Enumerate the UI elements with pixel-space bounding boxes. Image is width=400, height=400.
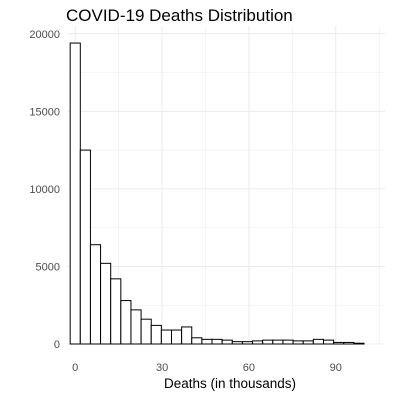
y-tick-label: 0 (54, 339, 60, 351)
histogram-bar (181, 326, 193, 345)
histogram-bar (312, 338, 324, 345)
histogram-bar (211, 338, 223, 345)
histogram-bar (221, 339, 233, 345)
histogram-bar (302, 340, 314, 345)
histogram-bar (333, 341, 345, 345)
x-tick-label: 60 (243, 362, 255, 374)
histogram-bar (353, 342, 365, 345)
histogram-bar (272, 339, 284, 345)
x-axis-ticks: 0 30 60 90 (72, 362, 342, 374)
histogram-bar (69, 42, 81, 345)
histogram-bar (231, 341, 243, 345)
histogram-bar (201, 338, 213, 345)
y-tick-label: 15000 (29, 106, 60, 118)
x-tick-label: 0 (72, 362, 78, 374)
histogram-bar (282, 339, 294, 345)
histogram-bar (130, 309, 142, 345)
histogram-bar (343, 341, 355, 345)
y-tick-label: 20000 (29, 29, 60, 41)
x-axis-label: Deaths (in thousands) (163, 376, 297, 391)
x-tick-label: 90 (330, 362, 342, 374)
histogram-bar (140, 318, 152, 345)
histogram-bar (241, 341, 254, 345)
y-axis-ticks: 0 5000 10000 15000 20000 (29, 29, 60, 351)
histogram-bar (170, 329, 183, 345)
histogram-bar (191, 337, 203, 345)
x-tick-label: 30 (156, 362, 168, 374)
histogram-bar (89, 244, 102, 345)
histogram-bar (322, 339, 335, 345)
histogram-bar (120, 300, 132, 345)
grid-lines (68, 26, 385, 345)
histogram-bar (150, 324, 162, 345)
histogram-bar (160, 329, 172, 345)
histogram-bar (292, 340, 304, 345)
histogram-bar (79, 149, 91, 345)
histogram-bar (262, 339, 274, 345)
chart-title: COVID-19 Deaths Distribution (66, 6, 293, 25)
histogram-bars (69, 42, 365, 345)
histogram-bar (100, 262, 112, 345)
y-tick-label: 5000 (36, 261, 60, 273)
histogram-bar (252, 340, 264, 345)
y-tick-label: 10000 (29, 184, 60, 196)
histogram-bar (110, 278, 122, 345)
